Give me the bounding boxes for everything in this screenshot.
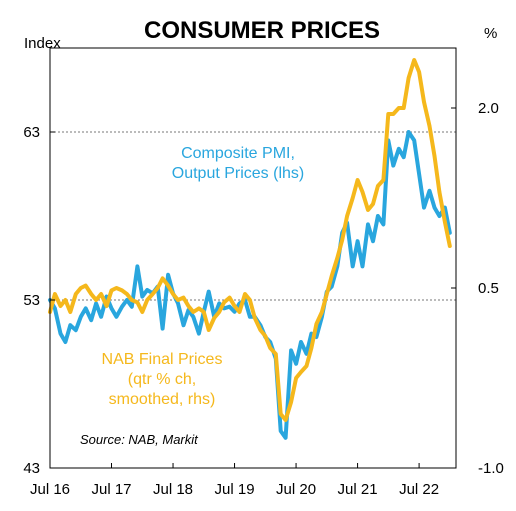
right-axis-unit: % [484,25,497,42]
left-tick-label-0: 43 [23,460,40,477]
x-tick-label-5: Jul 21 [338,481,378,498]
x-tick-label-1: Jul 17 [91,481,131,498]
pmi-series-label-line-2: Output Prices (lhs) [172,165,304,182]
nab-series-label-line-1: NAB Final Prices [102,351,223,368]
x-axis-ticks: Jul 16 Jul 17 Jul 18 Jul 19 Jul 20 Jul 21 Jul … [30,463,439,498]
x-tick-label-2: Jul 18 [153,481,193,498]
source-note: Source: NAB, Markit [80,432,199,447]
chart-title: CONSUMER PRICES [144,17,380,44]
left-tick-label-1: 53 [23,292,40,309]
x-tick-label-0: Jul 16 [30,481,70,498]
nab-final-prices-line [48,58,452,422]
x-tick-label-4: Jul 20 [276,481,316,498]
right-axis-ticks: -1.0 0.5 2.0 [451,100,504,477]
x-tick-label-6: Jul 22 [399,481,439,498]
nab-series-label-line-3: smoothed, rhs) [109,391,216,408]
right-tick-label-1: 0.5 [478,280,499,297]
right-tick-label-0: -1.0 [478,460,504,477]
pmi-series-label-line-1: Composite PMI, [181,145,295,162]
series-layer [48,58,452,440]
left-tick-label-2: 63 [23,124,40,141]
right-tick-label-2: 2.0 [478,100,499,117]
nab-series-label-line-2: (qtr % ch, [128,371,196,388]
plot-frame [49,47,457,469]
left-axis-ticks: 43 53 63 [23,124,55,477]
pmi-output-prices-line [48,130,452,440]
left-axis-unit: Index [24,35,61,52]
x-tick-label-3: Jul 19 [215,481,255,498]
